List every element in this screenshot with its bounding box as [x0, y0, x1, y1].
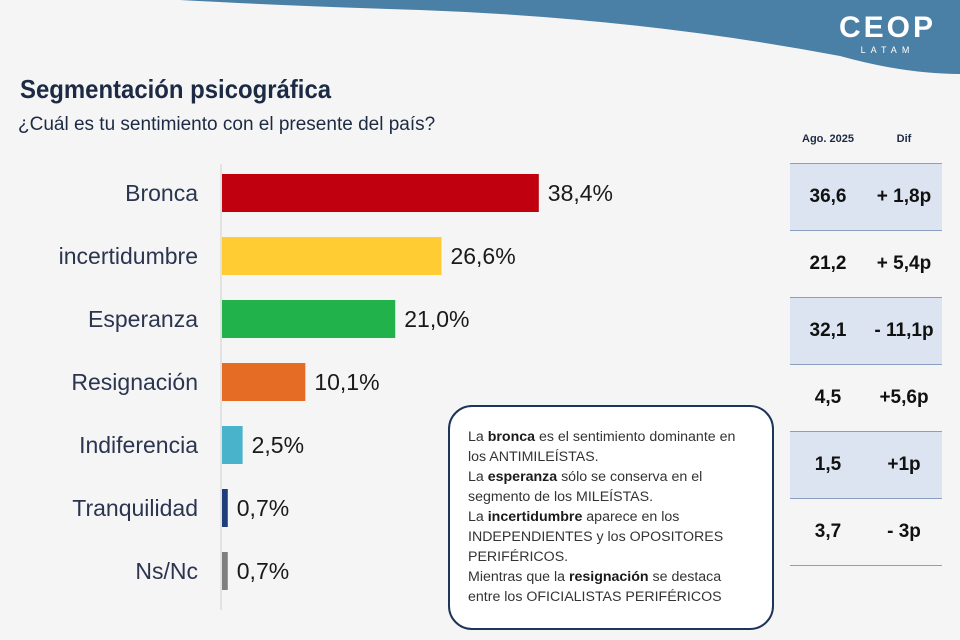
bar-2: [222, 300, 396, 338]
category-label: Indiferencia: [79, 432, 198, 458]
question-subtitle: ¿Cuál es tu sentimiento con el presente …: [18, 114, 436, 135]
table-row: 1,5 +1p: [790, 432, 942, 499]
sentiment-bar-chart: Bronca 38,4% incertidumbre 26,6% Esperanza 21…: [59, 164, 613, 610]
value-label: 26,6%: [450, 243, 515, 269]
brand-logo: CEOP LATAM: [839, 12, 936, 56]
insight-callout: La bronca es el sentimiento dominante en…: [448, 405, 774, 630]
table-row: 32,1 - 11,1p: [790, 298, 942, 365]
bar-1: [222, 237, 442, 275]
header-prev-period: Ago. 2025: [802, 133, 854, 145]
bar-4: [222, 426, 243, 464]
category-label: Tranquilidad: [72, 495, 198, 521]
category-label: Esperanza: [88, 306, 198, 332]
prev-value: 1,5: [814, 454, 842, 475]
category-label: Resignación: [71, 369, 198, 395]
bar-0: [222, 174, 539, 212]
value-label: 21,0%: [404, 306, 469, 332]
prev-value: 4,5: [814, 387, 842, 408]
value-label: 0,7%: [237, 558, 289, 584]
table-row: 21,2 + 5,4p: [790, 231, 942, 298]
diff-value: - 11,1p: [874, 320, 934, 341]
insight-sentence: La esperanza sólo se conserva en el segm…: [468, 469, 703, 505]
value-label: 38,4%: [548, 180, 613, 206]
diff-value: + 5,4p: [876, 253, 932, 274]
header-diff: Dif: [896, 133, 912, 145]
bar-5: [222, 489, 228, 527]
prev-value: 21,2: [809, 253, 847, 274]
insight-sentence: La bronca es el sentimiento dominante en…: [468, 429, 736, 465]
category-label: Ns/Nc: [135, 558, 198, 584]
prev-value: 32,1: [809, 320, 847, 341]
bar-3: [222, 363, 306, 401]
comparison-header: Ago. 2025 Dif: [790, 115, 942, 164]
value-label: 0,7%: [237, 495, 289, 521]
insight-sentence: Mientras que la resignación se destaca e…: [468, 569, 722, 605]
page-title: Segmentación psicográfica: [20, 74, 332, 104]
brand-sub: LATAM: [860, 45, 915, 55]
diff-value: +1p: [887, 454, 921, 475]
diff-value: - 3p: [887, 521, 921, 542]
comparison-table: Ago. 2025 Dif 36,6 + 1,8p 21,2 + 5,4p 32…: [790, 115, 942, 566]
category-label: incertidumbre: [59, 243, 198, 269]
table-row: 4,5 +5,6p: [790, 365, 942, 432]
table-row: 36,6 + 1,8p: [790, 164, 942, 231]
prev-value: 36,6: [809, 186, 847, 207]
bar-6: [222, 552, 228, 590]
value-label: 2,5%: [252, 432, 304, 458]
value-label: 10,1%: [314, 369, 379, 395]
prev-value: 3,7: [814, 521, 842, 542]
diff-value: +5,6p: [879, 387, 929, 408]
brand-name: CEOP: [838, 11, 936, 44]
diff-value: + 1,8p: [876, 186, 932, 207]
insight-sentence: La incertidumbre aparece en los INDEPEND…: [468, 509, 724, 565]
category-label: Bronca: [125, 180, 198, 206]
header-wave-banner: [180, 0, 960, 74]
table-row: 3,7 - 3p: [790, 499, 942, 566]
